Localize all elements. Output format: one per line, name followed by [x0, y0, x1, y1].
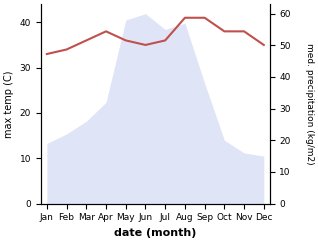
Y-axis label: max temp (C): max temp (C) — [4, 70, 14, 138]
X-axis label: date (month): date (month) — [114, 228, 197, 238]
Y-axis label: med. precipitation (kg/m2): med. precipitation (kg/m2) — [305, 43, 314, 165]
